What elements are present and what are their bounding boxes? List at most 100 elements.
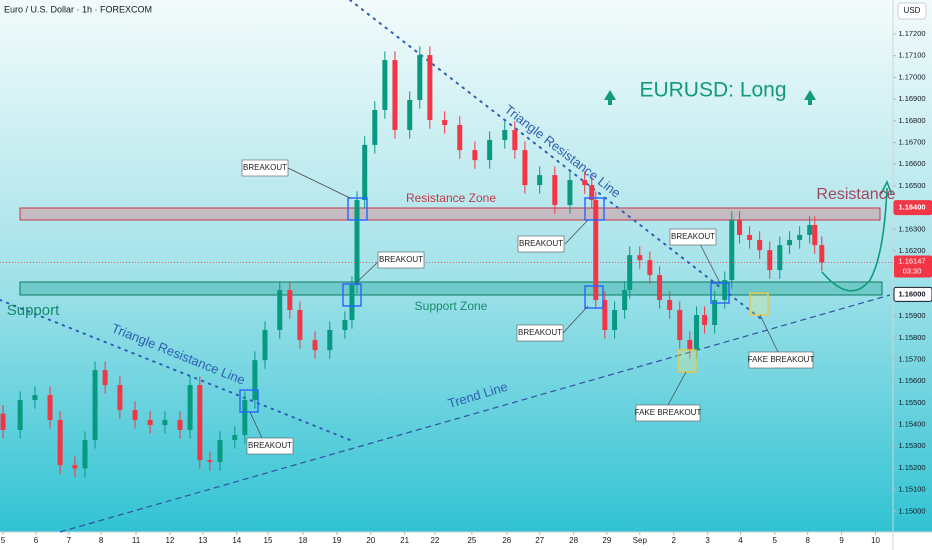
leader-line bbox=[759, 314, 779, 353]
candle-body bbox=[342, 319, 348, 330]
candle-body bbox=[92, 370, 98, 440]
y-tick-label: 1.17000 bbox=[898, 72, 925, 81]
candle-body bbox=[627, 255, 633, 291]
candle-body bbox=[737, 219, 743, 235]
breakout-box bbox=[342, 283, 362, 307]
candle-body bbox=[312, 339, 318, 351]
candle-body bbox=[622, 290, 628, 311]
x-tick-label: 13 bbox=[198, 536, 207, 545]
x-tick-label: 8 bbox=[99, 536, 104, 545]
candle-body bbox=[552, 175, 558, 206]
price-label-text: 1.16400 bbox=[898, 203, 925, 212]
callout bbox=[748, 351, 814, 369]
y-tick-label: 1.16800 bbox=[898, 116, 925, 125]
y-tick-label: 1.15200 bbox=[898, 463, 925, 472]
trend-line bbox=[59, 294, 891, 533]
x-tick-label: 28 bbox=[569, 536, 578, 545]
candle-body bbox=[207, 460, 213, 463]
callout bbox=[517, 235, 565, 253]
candle-body bbox=[132, 410, 138, 421]
callout-text: FAKE BREAKOUT bbox=[635, 408, 702, 417]
candle-body bbox=[522, 150, 528, 186]
x-tick-label: 12 bbox=[165, 536, 174, 545]
candle-body bbox=[47, 395, 53, 421]
currency-box bbox=[897, 2, 927, 20]
x-tick-label: 18 bbox=[298, 536, 307, 545]
y-tick-label: 1.16300 bbox=[898, 224, 925, 233]
x-tick-label: 11 bbox=[132, 536, 141, 545]
breakout-box bbox=[347, 197, 368, 221]
x-tick-label: 29 bbox=[602, 536, 611, 545]
candle-body bbox=[252, 360, 258, 401]
y-tick-label: 1.15400 bbox=[898, 420, 925, 429]
plot-background bbox=[0, 0, 932, 532]
y-tick-label: 1.17100 bbox=[898, 51, 925, 60]
candle-body bbox=[819, 245, 825, 263]
candle-body bbox=[729, 219, 735, 281]
zone-label: Support Zone bbox=[415, 299, 488, 313]
x-tick-label: 7 bbox=[67, 536, 72, 545]
candle-body bbox=[567, 180, 573, 206]
x-tick-label: 6 bbox=[34, 536, 39, 545]
up-arrow-icon bbox=[804, 90, 816, 105]
y-tick-label: 1.15300 bbox=[898, 441, 925, 450]
leader-line bbox=[667, 371, 687, 406]
candle-body bbox=[757, 239, 763, 251]
y-tick-label: 1.17200 bbox=[898, 29, 925, 38]
y-tick-label: 1.16900 bbox=[898, 94, 925, 103]
candle-body bbox=[687, 339, 693, 351]
callout-text: BREAKOUT bbox=[379, 255, 423, 264]
candle-body bbox=[197, 385, 203, 461]
candle-body bbox=[797, 234, 803, 240]
y-tick-label: 1.15800 bbox=[898, 333, 925, 342]
candle-body bbox=[232, 434, 238, 440]
y-tick-label: 1.15000 bbox=[898, 506, 925, 515]
chart-title: Euro / U.S. Dollar · 1h · FOREXCOM bbox=[4, 4, 152, 14]
leader-line bbox=[562, 305, 589, 334]
x-tick-label: 5 bbox=[773, 536, 778, 545]
zone-label: Resistance Zone bbox=[406, 191, 496, 205]
candle-body bbox=[593, 200, 599, 301]
candle-body bbox=[502, 129, 508, 140]
projection-arrow bbox=[821, 187, 888, 292]
candle-body bbox=[812, 224, 818, 246]
callout-text: FAKE BREAKOUT bbox=[748, 355, 815, 364]
y-tick-label: 1.15900 bbox=[898, 311, 925, 320]
candle-body bbox=[72, 465, 78, 469]
candle-body bbox=[694, 315, 700, 351]
candle-body bbox=[162, 420, 168, 425]
x-tick-label: 5 bbox=[1, 536, 6, 545]
x-tick-label: 14 bbox=[232, 536, 241, 545]
candle-body bbox=[382, 60, 388, 110]
candle-body bbox=[647, 260, 653, 276]
price-label-text: 1.16000 bbox=[898, 289, 925, 298]
breakout-box bbox=[584, 197, 605, 221]
callout-text: BREAKOUT bbox=[248, 441, 292, 450]
callout bbox=[635, 404, 701, 422]
x-tick-label: 15 bbox=[264, 536, 273, 545]
candle-body bbox=[177, 420, 183, 430]
price-label bbox=[893, 286, 932, 302]
resistance-label: Resistance bbox=[816, 186, 895, 203]
leader-line bbox=[287, 167, 351, 199]
candle-body bbox=[602, 300, 608, 330]
candle-body bbox=[287, 290, 293, 311]
x-tick-label: 22 bbox=[430, 536, 439, 545]
candle-body bbox=[487, 139, 493, 161]
candle-body bbox=[722, 280, 728, 301]
candle-body bbox=[537, 175, 543, 186]
y-tick-label: 1.15100 bbox=[898, 485, 925, 494]
support-zone bbox=[19, 281, 883, 296]
x-tick-label: 3 bbox=[705, 536, 710, 545]
candle-body bbox=[807, 224, 813, 235]
y-tick-label: 1.15600 bbox=[898, 376, 925, 385]
candle-body bbox=[187, 385, 193, 430]
candle-body bbox=[787, 239, 793, 246]
zones bbox=[0, 0, 891, 533]
candle-body bbox=[457, 124, 463, 151]
candle-body bbox=[362, 144, 368, 201]
x-tick-label: Sep bbox=[633, 536, 648, 545]
candle-body bbox=[667, 300, 673, 311]
up-arrow-icon bbox=[604, 90, 616, 105]
